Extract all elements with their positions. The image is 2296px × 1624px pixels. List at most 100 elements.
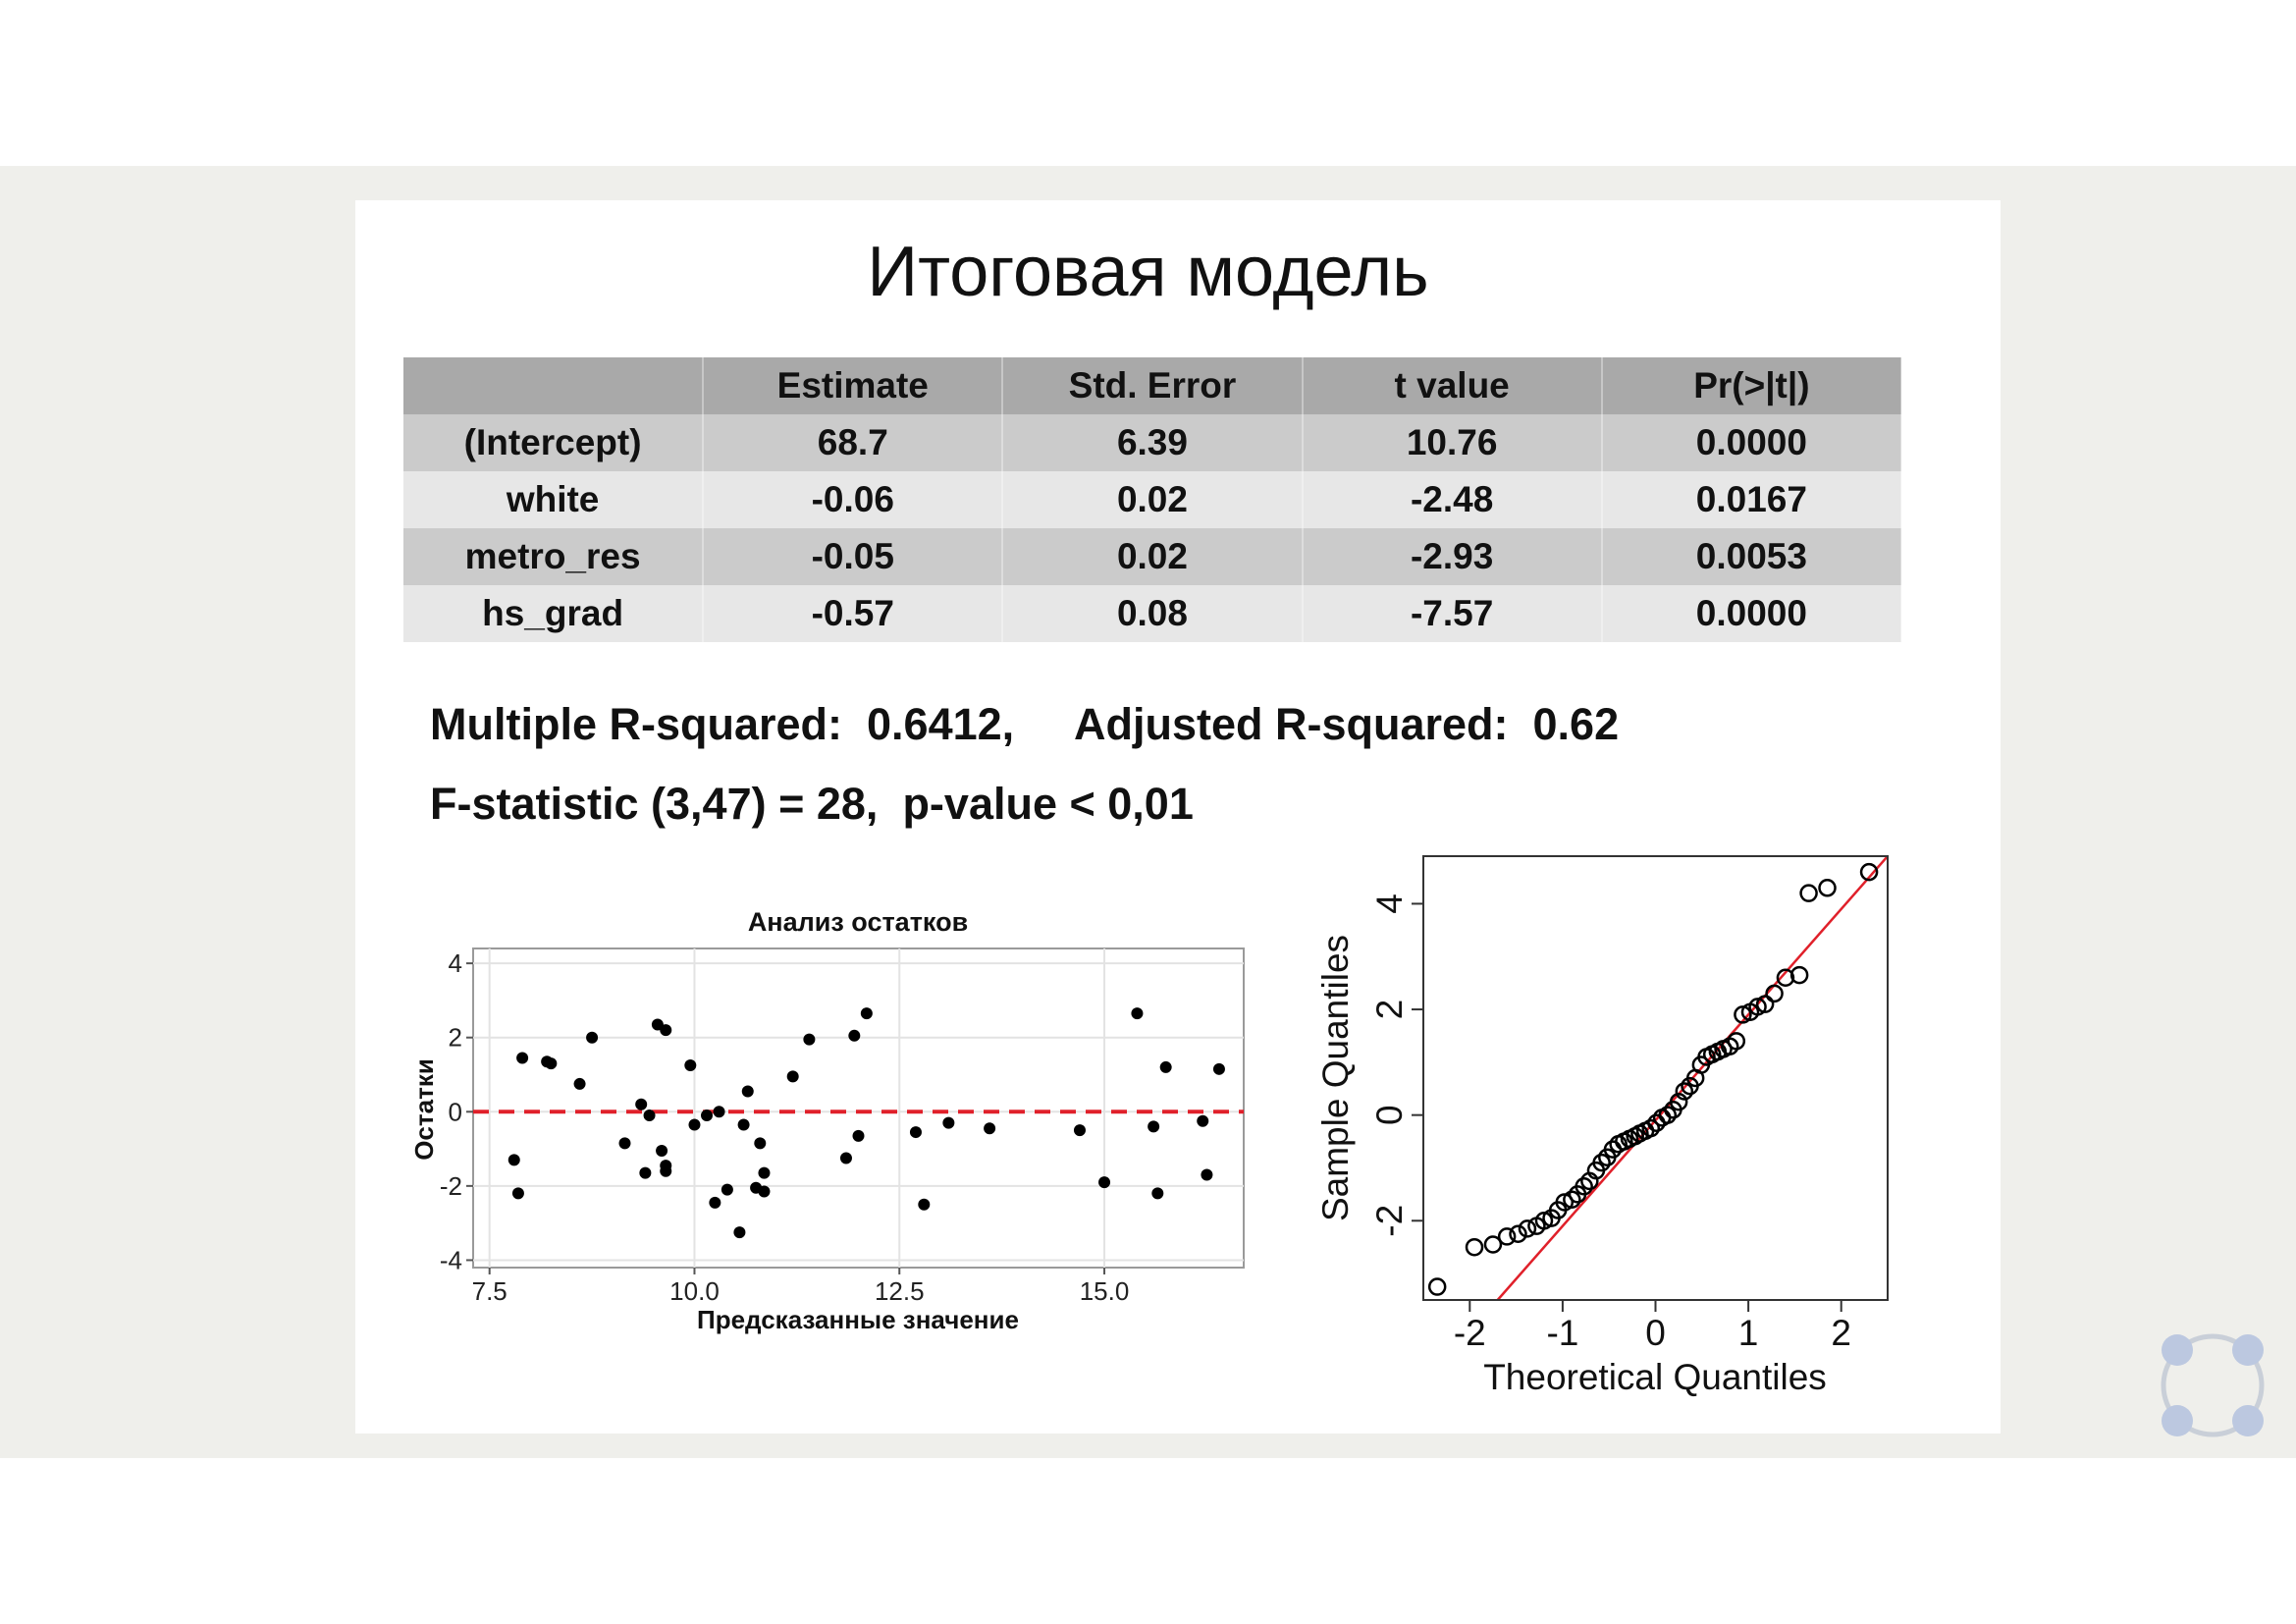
residual-point [1131,1007,1144,1020]
table-cell: 68.7 [703,414,1004,471]
table-row: hs_grad -0.57 0.08 -7.57 0.0000 [403,585,1903,642]
qq-point [1765,984,1784,1003]
table-cell: -2.93 [1302,528,1603,585]
residual-point [984,1122,996,1135]
table-cell: hs_grad [403,585,705,642]
table-cell: (Intercept) [403,414,705,471]
table-header-cell: Estimate [703,357,1004,414]
table-cell: 0.0167 [1601,471,1903,528]
residual-point [852,1129,865,1142]
residual-point [618,1137,631,1150]
residual-point [713,1106,725,1118]
qq-plot-panel [1422,855,1889,1301]
table-cell: -0.05 [703,528,1004,585]
residuals-y-ticks: 4 2 0 -2 -4 [440,948,473,1274]
x-tick-label: 10.0 [669,1276,720,1306]
residual-point [909,1126,922,1139]
residual-point [860,1007,873,1020]
x-tick-label: -2 [1454,1313,1486,1353]
table-cell: -0.57 [703,585,1004,642]
nav-dot-icon[interactable] [2232,1334,2264,1366]
residual-point [1151,1187,1164,1200]
x-tick-label: 7.5 [472,1276,507,1306]
table-cell: 10.76 [1302,414,1603,471]
qq-point [1518,1219,1537,1238]
residuals-points [507,1007,1225,1239]
table-cell: 6.39 [1002,414,1304,471]
residual-point [758,1185,771,1198]
y-tick-label: -4 [440,1245,462,1274]
table-row: (Intercept) 68.7 6.39 10.76 0.0000 [403,414,1903,471]
residual-point [1148,1120,1160,1133]
navigation-ring-icon [2161,1333,2265,1437]
residual-point [709,1196,721,1209]
table-cell: 0.02 [1002,471,1304,528]
residual-point [786,1070,799,1083]
qq-x-label: Theoretical Quantiles [1483,1357,1827,1397]
table-cell: -7.57 [1302,585,1603,642]
qq-y-ticks: 4 2 0 -2 [1369,893,1423,1237]
table-header-row: Estimate Std. Error t value Pr(>|t|) [403,357,1903,414]
residual-point [839,1152,852,1164]
table-cell: 0.0000 [1601,414,1903,471]
table-row: metro_res -0.05 0.02 -2.93 0.0053 [403,528,1903,585]
qq-point [1483,1235,1503,1254]
qq-point [1799,884,1818,902]
residuals-x-label: Предсказанные значение [697,1305,1019,1334]
qq-points [1427,862,1879,1296]
table-header-cell: Pr(>|t|) [1601,357,1903,414]
table-cell: -2.48 [1302,471,1603,528]
qq-plot: -2 -1 0 1 2 4 2 0 -2 Theoretical Quantiles Samp… [1315,855,1889,1397]
table-cell: 0.02 [1002,528,1304,585]
x-tick-label: 0 [1645,1313,1666,1353]
table-cell: metro_res [403,528,705,585]
r-squared-summary: Multiple R-squared: 0.6412, Adjusted R-s… [430,699,1620,749]
nav-dot-icon[interactable] [2162,1405,2193,1436]
residual-point [942,1116,955,1129]
residuals-x-ticks: 7.5 10.0 12.5 15.0 [472,1268,1130,1306]
nav-dot-icon[interactable] [2162,1334,2193,1366]
x-tick-label: 12.5 [875,1276,925,1306]
residuals-plot-panel [472,947,1245,1269]
table-header-cell: t value [1302,357,1603,414]
residual-point [660,1164,672,1177]
y-tick-label: 4 [449,948,462,978]
x-tick-label: 15.0 [1080,1276,1130,1306]
qq-point [1669,1092,1688,1111]
qq-point [1592,1153,1611,1172]
residual-point [516,1052,529,1064]
residual-point [1197,1114,1209,1127]
residual-point [573,1077,586,1090]
table-row: white -0.06 0.02 -2.48 0.0167 [403,471,1903,528]
y-tick-label: 2 [1369,1000,1410,1020]
qq-point [1789,965,1809,985]
qq-point [1818,879,1837,897]
residual-point [737,1118,750,1131]
qq-point [1427,1277,1447,1296]
residual-point [741,1085,754,1098]
slide-navigation-widget[interactable] [2156,1328,2269,1442]
residual-point [803,1033,816,1046]
residual-point [848,1029,861,1042]
qq-point [1727,1032,1746,1051]
residual-point [1073,1124,1086,1137]
qq-point [1776,968,1795,988]
residual-point [701,1110,714,1122]
residual-point [1098,1176,1111,1189]
y-tick-label: -2 [440,1171,462,1201]
residual-point [733,1226,746,1239]
residual-point [758,1166,771,1179]
qq-x-ticks: -2 -1 0 1 2 [1454,1300,1851,1353]
table-cell: 0.0000 [1601,585,1903,642]
x-tick-label: -1 [1546,1313,1578,1353]
table-header-cell: Std. Error [1002,357,1304,414]
residual-point [511,1187,524,1200]
nav-dot-icon[interactable] [2232,1405,2264,1436]
residuals-title: Анализ остатков [748,908,968,937]
residual-point [635,1098,648,1110]
y-tick-label: 0 [1369,1105,1410,1125]
table-header-cell [403,357,705,414]
qq-point [1465,1237,1484,1257]
qq-point [1641,1118,1661,1138]
qq-point [1755,995,1775,1013]
